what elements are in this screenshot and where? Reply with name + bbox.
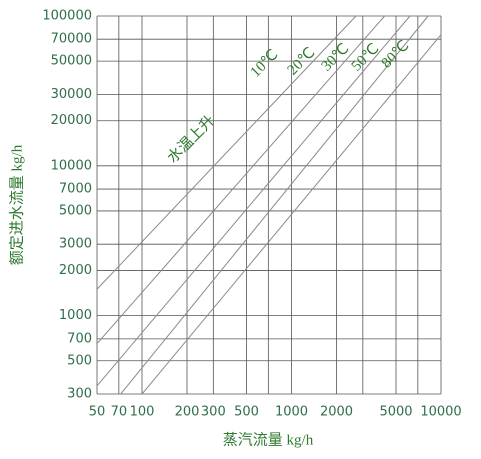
y-tick-label: 10000 bbox=[51, 158, 92, 173]
y-tick-label: 2000 bbox=[59, 263, 92, 278]
y-tick-label: 5000 bbox=[59, 203, 92, 218]
x-tick-label: 100 bbox=[130, 405, 155, 420]
series-label: 10℃ bbox=[248, 47, 282, 81]
y-tick-label: 70000 bbox=[51, 32, 92, 47]
x-tick-label: 70 bbox=[111, 405, 128, 420]
x-tick-label: 5000 bbox=[379, 405, 412, 420]
x-axis-title: 蒸汽流量 kg/h bbox=[223, 431, 314, 448]
series-line bbox=[96, 15, 386, 345]
y-tick-label: 700 bbox=[67, 331, 92, 346]
y-axis-title: 额定进水流量 kg/h bbox=[8, 144, 25, 265]
series-line bbox=[96, 15, 411, 387]
series-line bbox=[120, 15, 429, 395]
y-tick-label: 7000 bbox=[59, 182, 92, 197]
x-tick-label: 300 bbox=[201, 405, 226, 420]
x-tick-label: 1000 bbox=[275, 405, 308, 420]
series-label: 50℃ bbox=[349, 41, 383, 75]
y-tick-label: 100000 bbox=[42, 9, 92, 24]
x-tick-label: 500 bbox=[234, 405, 259, 420]
annotation: 水温上升 bbox=[164, 112, 218, 166]
x-tick-label: 10000 bbox=[420, 405, 461, 420]
y-tick-label: 500 bbox=[67, 353, 92, 368]
y-tick-label: 1000 bbox=[59, 308, 92, 323]
y-tick-label: 300 bbox=[67, 387, 92, 402]
y-tick-label: 30000 bbox=[51, 87, 92, 102]
series-line bbox=[141, 34, 442, 395]
x-tick-label: 200 bbox=[175, 405, 200, 420]
series-line bbox=[96, 15, 357, 290]
x-tick-label: 50 bbox=[89, 405, 106, 420]
y-tick-label: 50000 bbox=[51, 54, 92, 69]
x-tick-label: 2000 bbox=[320, 405, 353, 420]
y-tick-label: 20000 bbox=[51, 113, 92, 128]
y-tick-label: 3000 bbox=[59, 237, 92, 252]
series-label: 30℃ bbox=[319, 41, 353, 75]
